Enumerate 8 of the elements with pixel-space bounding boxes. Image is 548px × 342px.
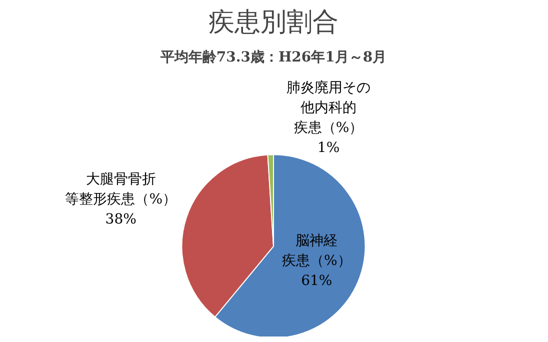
- slice-label: 脳神経疾患（%）: [282, 232, 352, 269]
- slice-label: 大腿骨骨折等整形疾患（%）: [65, 171, 177, 208]
- chart-subtitle: 平均年齢73.3歳：H26年1月～8月: [159, 50, 387, 66]
- data-label: 1%: [317, 140, 340, 156]
- data-label: 38%: [105, 211, 136, 228]
- data-label: 61%: [301, 272, 332, 289]
- slice-label: 肺炎廃用その他内科的疾患（%）: [286, 80, 371, 136]
- chart-title: 疾患別割合: [208, 8, 338, 38]
